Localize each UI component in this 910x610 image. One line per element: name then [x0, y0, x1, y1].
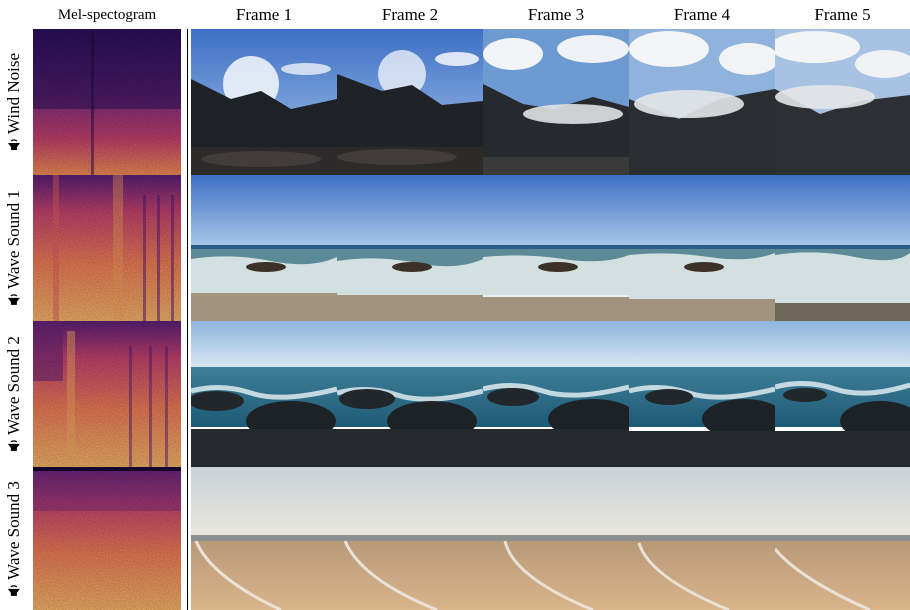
frame-wind-noise-2	[337, 29, 483, 175]
row-label-wave-sound-2: Wave Sound 2	[0, 321, 28, 467]
mel-spectrogram-wind-noise	[33, 29, 181, 175]
header-frame-1: Frame 1	[235, 5, 293, 24]
frame-wave-sound-1-1	[191, 175, 337, 321]
frame-wave-sound-3-3	[483, 467, 629, 610]
speaker-sound-icon	[8, 294, 21, 305]
frame-wave-sound-2-5	[775, 321, 910, 467]
frame-wave-sound-3-4	[629, 467, 775, 610]
frame-wave-sound-2-4	[629, 321, 775, 467]
speaker-sound-icon	[8, 440, 21, 451]
frame-wave-sound-1-5	[775, 175, 910, 321]
frame-wave-sound-2-2	[337, 321, 483, 467]
frame-wave-sound-2-1	[191, 321, 337, 467]
row-label-wave-sound-3: Wave Sound 3	[0, 467, 28, 610]
row-label-wave-sound-1: Wave Sound 1	[0, 175, 28, 321]
frame-wave-sound-2-3	[483, 321, 629, 467]
header-frame-3: Frame 3	[527, 5, 585, 24]
header-frame-5: Frame 5	[814, 5, 871, 24]
header-frame-4: Frame 4	[673, 5, 731, 24]
frame-wave-sound-3-2	[337, 467, 483, 610]
row-label-wind-noise: Wind Noise	[0, 29, 28, 175]
speaker-sound-icon	[8, 139, 20, 150]
frame-wind-noise-3	[483, 29, 629, 175]
frame-wave-sound-1-2	[337, 175, 483, 321]
header-frame-2: Frame 2	[381, 5, 439, 24]
speaker-sound-icon	[8, 584, 21, 596]
frame-wave-sound-1-3	[483, 175, 629, 321]
frame-wind-noise-4	[629, 29, 775, 175]
header-mel-spectrogram: Mel-spectogram	[57, 7, 157, 23]
mel-spectrogram-wave-sound-1	[33, 175, 181, 321]
frame-wind-noise-1	[191, 29, 337, 175]
frame-wave-sound-1-4	[629, 175, 775, 321]
frame-wave-sound-3-5	[775, 467, 910, 610]
frame-wave-sound-3-1	[191, 467, 337, 610]
frame-wind-noise-5	[775, 29, 910, 175]
mel-spectrogram-wave-sound-3	[33, 467, 181, 610]
mel-spectrogram-wave-sound-2	[33, 321, 181, 467]
column-divider	[187, 29, 188, 610]
